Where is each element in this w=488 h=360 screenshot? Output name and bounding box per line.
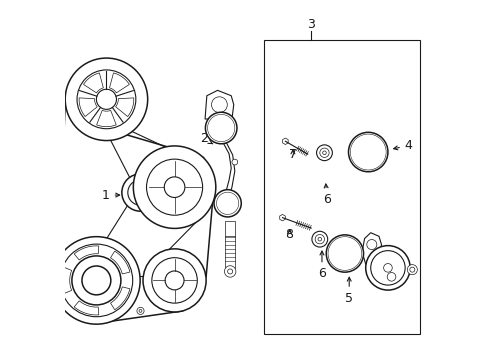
Circle shape bbox=[311, 231, 327, 247]
Circle shape bbox=[353, 138, 382, 166]
Polygon shape bbox=[282, 138, 287, 144]
Circle shape bbox=[139, 310, 142, 312]
Circle shape bbox=[209, 117, 232, 139]
Bar bbox=[264, 40, 419, 334]
Polygon shape bbox=[279, 215, 285, 221]
Circle shape bbox=[122, 174, 159, 211]
Circle shape bbox=[409, 267, 414, 272]
Circle shape bbox=[329, 238, 360, 269]
Circle shape bbox=[351, 135, 384, 168]
Circle shape bbox=[386, 273, 395, 281]
Polygon shape bbox=[79, 98, 97, 117]
Circle shape bbox=[164, 177, 184, 198]
Circle shape bbox=[96, 89, 116, 109]
Text: 3: 3 bbox=[306, 18, 314, 31]
Polygon shape bbox=[224, 221, 235, 235]
Circle shape bbox=[322, 151, 325, 154]
Circle shape bbox=[211, 97, 227, 113]
Polygon shape bbox=[83, 73, 103, 93]
Circle shape bbox=[340, 249, 348, 257]
Circle shape bbox=[316, 145, 332, 161]
Circle shape bbox=[214, 190, 241, 217]
Polygon shape bbox=[362, 233, 381, 264]
Circle shape bbox=[365, 149, 370, 154]
Circle shape bbox=[205, 112, 237, 144]
Text: 6: 6 bbox=[317, 251, 325, 280]
Circle shape bbox=[218, 126, 223, 131]
Circle shape bbox=[82, 266, 111, 295]
Polygon shape bbox=[115, 98, 134, 117]
Text: 7: 7 bbox=[288, 148, 296, 161]
Circle shape bbox=[407, 265, 416, 275]
Circle shape bbox=[142, 249, 206, 312]
Text: 2: 2 bbox=[199, 132, 212, 145]
Text: 5: 5 bbox=[345, 277, 352, 305]
Circle shape bbox=[224, 266, 235, 277]
Circle shape bbox=[214, 122, 227, 134]
Circle shape bbox=[337, 246, 351, 261]
Circle shape bbox=[314, 234, 324, 244]
Circle shape bbox=[370, 251, 405, 285]
Circle shape bbox=[221, 197, 234, 210]
Circle shape bbox=[72, 256, 121, 305]
Circle shape bbox=[135, 187, 145, 198]
Circle shape bbox=[383, 264, 391, 272]
Circle shape bbox=[366, 239, 376, 249]
Text: 8: 8 bbox=[285, 228, 293, 241]
Polygon shape bbox=[110, 251, 130, 274]
Polygon shape bbox=[204, 90, 233, 119]
Polygon shape bbox=[109, 73, 129, 93]
Polygon shape bbox=[74, 246, 99, 260]
Circle shape bbox=[349, 134, 386, 170]
Text: 1: 1 bbox=[102, 189, 120, 202]
Circle shape bbox=[207, 114, 234, 141]
Polygon shape bbox=[217, 143, 234, 198]
Circle shape bbox=[348, 132, 387, 172]
Circle shape bbox=[218, 194, 237, 213]
Circle shape bbox=[137, 307, 144, 315]
Circle shape bbox=[133, 146, 215, 228]
Polygon shape bbox=[62, 267, 72, 293]
Circle shape bbox=[327, 237, 361, 270]
Circle shape bbox=[146, 159, 202, 215]
Circle shape bbox=[127, 180, 153, 205]
Polygon shape bbox=[97, 111, 116, 127]
Circle shape bbox=[363, 147, 372, 157]
Text: 6: 6 bbox=[323, 184, 330, 206]
Circle shape bbox=[325, 235, 363, 272]
Circle shape bbox=[365, 246, 409, 290]
Circle shape bbox=[331, 240, 357, 266]
Circle shape bbox=[359, 143, 376, 161]
Circle shape bbox=[216, 192, 238, 215]
Polygon shape bbox=[110, 287, 130, 310]
Circle shape bbox=[319, 148, 328, 157]
Circle shape bbox=[223, 199, 232, 208]
Circle shape bbox=[355, 140, 380, 164]
Circle shape bbox=[317, 237, 321, 241]
Circle shape bbox=[333, 243, 355, 264]
Circle shape bbox=[227, 269, 232, 274]
Circle shape bbox=[77, 70, 136, 129]
Circle shape bbox=[60, 244, 132, 317]
Circle shape bbox=[152, 258, 197, 303]
Circle shape bbox=[212, 120, 229, 136]
Circle shape bbox=[53, 237, 140, 324]
Circle shape bbox=[165, 271, 183, 290]
Circle shape bbox=[65, 58, 147, 140]
Text: 4: 4 bbox=[393, 139, 412, 152]
Circle shape bbox=[231, 159, 237, 165]
Polygon shape bbox=[74, 301, 99, 315]
